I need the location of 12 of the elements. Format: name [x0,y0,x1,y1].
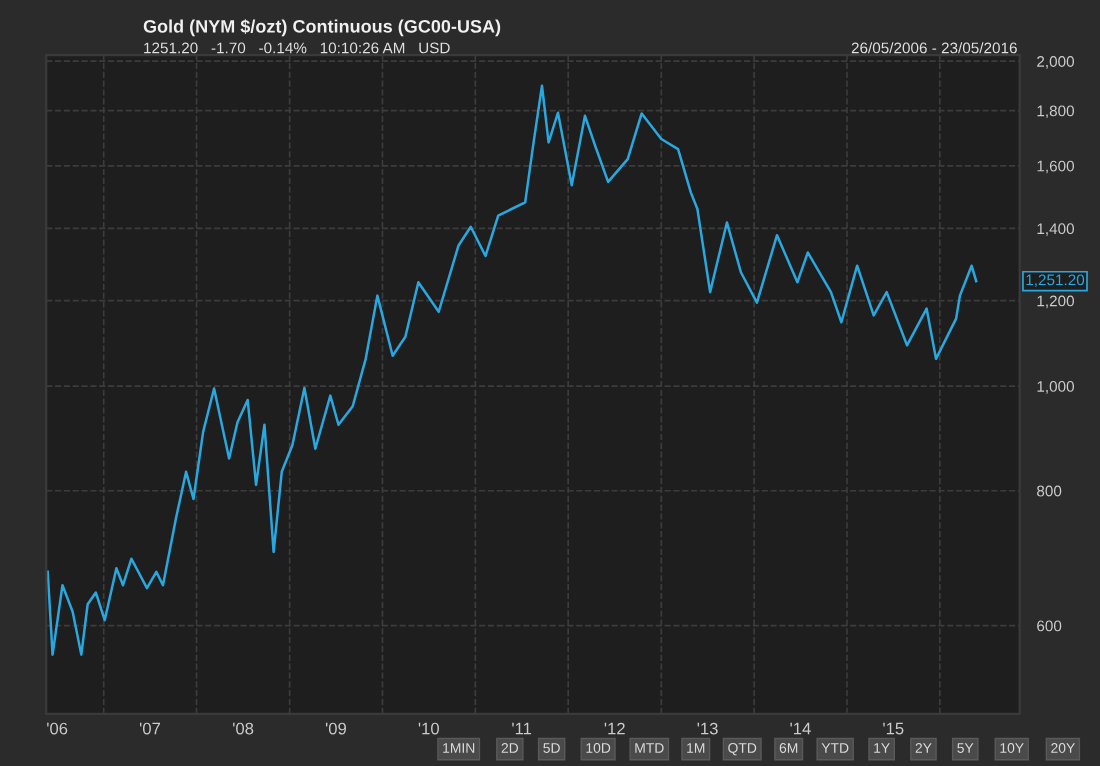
x-tick-label: '12 [604,722,625,735]
x-tick-label: '13 [697,722,718,735]
chart-title: Gold (NYM $/ozt) Continuous (GC00-USA) [143,19,501,37]
x-tick-label: '08 [233,722,254,735]
x-tick-label: '09 [325,722,347,735]
x-tick-label: '07 [139,722,161,735]
line-series [46,84,978,656]
x-tick-label: '11 [512,722,532,735]
x-tick-label: '15 [883,722,904,735]
x-tick-label: '10 [418,722,439,735]
x-tick-label: '06 [47,722,68,735]
x-tick-label: '14 [790,722,811,735]
